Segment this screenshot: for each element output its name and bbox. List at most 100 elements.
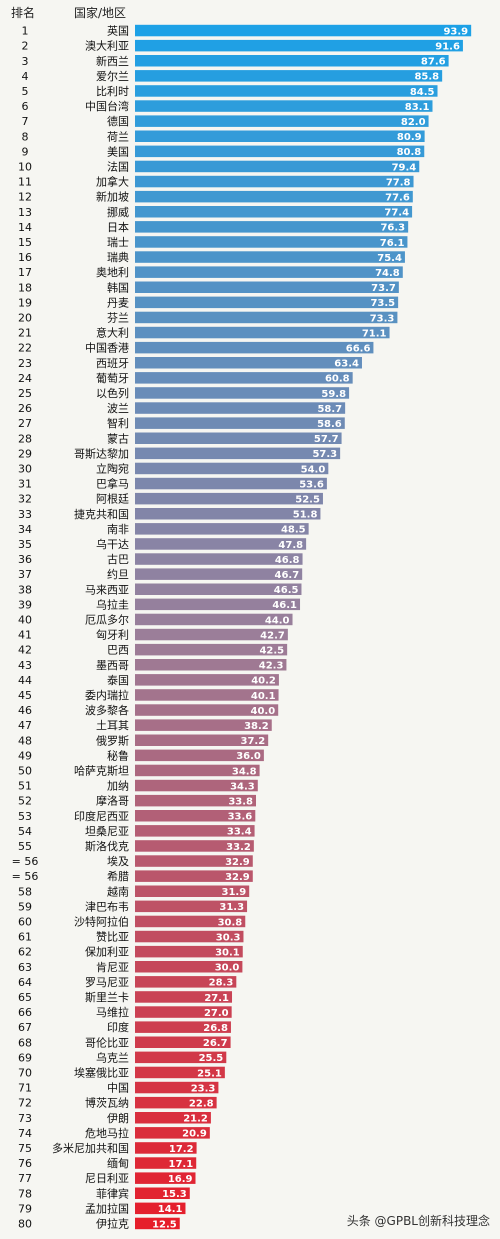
bar (135, 100, 433, 112)
value-label: 38.2 (244, 721, 269, 732)
value-label: 79.4 (392, 162, 417, 173)
value-label: 74.8 (375, 268, 400, 279)
country-label: 越南 (107, 884, 129, 898)
rank-label: 75 (18, 1142, 32, 1155)
rank-label: 3 (22, 55, 29, 68)
rank-label: = 56 (12, 855, 39, 868)
rank-label: = 56 (12, 870, 39, 883)
rank-label: 51 (18, 780, 32, 793)
bar (135, 538, 307, 550)
value-label: 73.5 (370, 298, 395, 309)
bar (135, 221, 409, 233)
rank-label: 68 (18, 1036, 32, 1049)
country-label: 波兰 (107, 402, 129, 415)
value-label: 52.5 (295, 494, 320, 505)
value-label: 33.6 (228, 812, 253, 823)
country-label: 巴拿马 (96, 477, 129, 491)
value-label: 47.8 (278, 540, 303, 551)
rank-label: 10 (18, 160, 32, 173)
value-label: 36.0 (236, 751, 261, 762)
country-label: 葡萄牙 (96, 372, 129, 385)
bar (135, 417, 345, 429)
value-label: 37.2 (240, 736, 265, 747)
rank-label: 76 (18, 1157, 32, 1170)
rank-label: 21 (18, 327, 32, 340)
value-label: 30.1 (215, 947, 240, 958)
rank-label: 62 (18, 946, 32, 959)
rank-label: 66 (18, 1006, 32, 1019)
rank-label: 5 (22, 85, 29, 98)
rank-label: 46 (18, 704, 32, 717)
rank-label: 8 (22, 130, 29, 143)
country-label: 乌拉圭 (96, 597, 129, 611)
rank-label: 49 (18, 749, 32, 762)
bar (135, 915, 246, 928)
rank-label: 7 (22, 115, 29, 128)
country-label: 沙特阿拉伯 (74, 914, 129, 928)
bar (135, 689, 279, 701)
value-label: 21.2 (183, 1114, 208, 1125)
value-label: 75.4 (377, 253, 402, 264)
rank-label: 31 (18, 478, 32, 491)
bar (135, 281, 399, 293)
bar (135, 719, 272, 731)
country-label: 阿根廷 (96, 492, 129, 506)
bar (135, 326, 390, 339)
rank-label: 24 (18, 372, 32, 385)
bar (135, 311, 398, 324)
rank-label: 22 (18, 342, 32, 355)
value-label: 73.7 (371, 283, 396, 294)
bar (135, 643, 288, 656)
bar (135, 175, 414, 188)
value-label: 46.1 (272, 600, 297, 611)
value-label: 93.9 (443, 26, 468, 37)
value-label: 25.5 (199, 1053, 224, 1064)
rank-column-header: 排名 (10, 6, 35, 20)
country-label: 伊拉克 (96, 1216, 129, 1230)
rank-label: 73 (18, 1112, 32, 1125)
rank-label: 9 (22, 145, 29, 158)
country-label: 哥伦比亚 (85, 1035, 129, 1049)
rank-label: 69 (18, 1051, 32, 1064)
bar (135, 840, 254, 852)
bar (135, 583, 302, 595)
value-label: 40.2 (251, 676, 276, 687)
bar (135, 432, 342, 444)
country-label: 中国台湾 (85, 99, 129, 113)
country-label: 以色列 (96, 386, 129, 400)
rank-label: 25 (18, 387, 32, 400)
country-label: 肯尼亚 (96, 961, 129, 974)
value-label: 46.5 (274, 585, 299, 596)
value-label: 40.1 (251, 691, 276, 702)
bar (135, 1157, 197, 1169)
rank-label: 6 (22, 100, 29, 113)
rank-label: 65 (18, 991, 32, 1004)
bar (135, 1051, 227, 1064)
value-label: 87.6 (421, 57, 446, 68)
bar (135, 855, 253, 867)
country-label: 罗马尼亚 (85, 976, 129, 989)
value-label: 14.1 (158, 1204, 183, 1215)
rank-label: 36 (18, 553, 32, 566)
rank-label: 78 (18, 1187, 32, 1200)
value-label: 80.8 (397, 147, 422, 158)
value-label: 33.2 (226, 842, 251, 853)
value-label: 32.9 (225, 857, 250, 868)
rank-label: 26 (18, 402, 32, 415)
bar (135, 372, 353, 384)
country-label: 匈牙利 (96, 628, 129, 642)
country-label: 希腊 (107, 869, 129, 883)
rank-label: 67 (18, 1021, 32, 1034)
rank-label: 28 (18, 432, 32, 445)
value-label: 58.6 (317, 419, 342, 430)
rank-label: 15 (18, 236, 32, 249)
bar (135, 749, 264, 762)
rank-label: 2 (22, 40, 29, 53)
value-label: 85.8 (414, 72, 439, 83)
country-label: 俄罗斯 (96, 734, 129, 747)
country-label: 立陶宛 (96, 461, 129, 475)
country-label: 伊朗 (107, 1112, 129, 1125)
bar (135, 85, 438, 97)
rank-label: 50 (18, 764, 32, 777)
bar (135, 659, 287, 671)
